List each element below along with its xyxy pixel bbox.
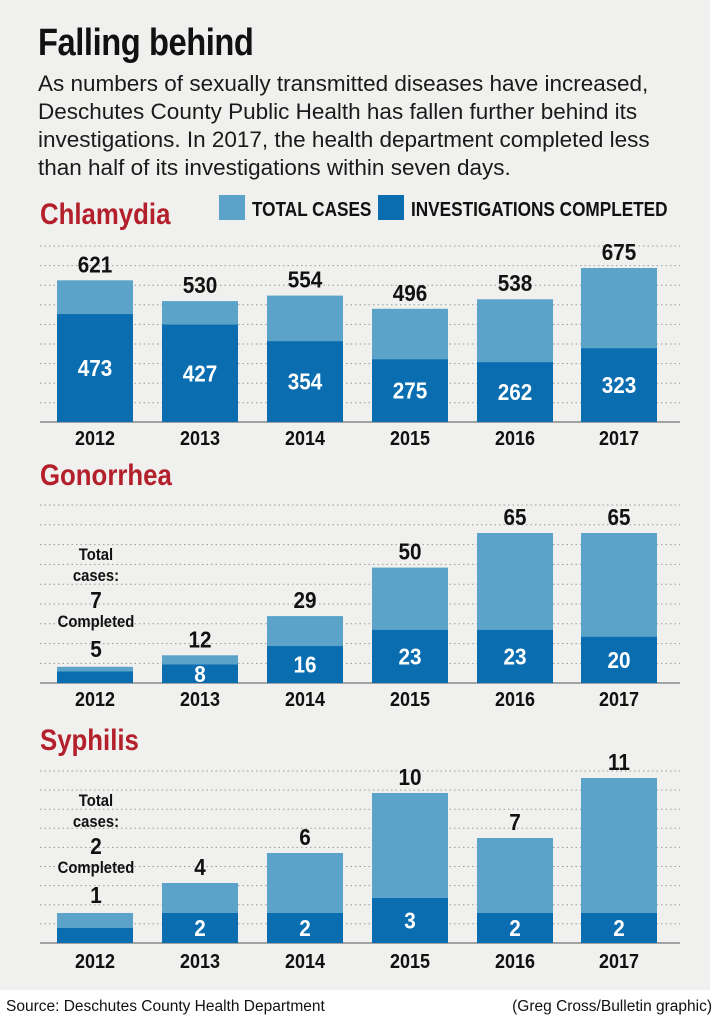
- graphic-credit: (Greg Cross/Bulletin graphic): [512, 998, 712, 1015]
- label-total-2016: 538: [498, 270, 533, 296]
- charts-canvas: Chlamydia6214732012530427201355435420144…: [40, 195, 680, 973]
- bar-completed-2012: [57, 314, 133, 422]
- bar-completed-2017: [581, 913, 657, 943]
- bar-completed-2016: [477, 362, 553, 422]
- label-completed-2014: 354: [288, 369, 323, 395]
- label-completed-2017: 323: [602, 372, 637, 398]
- bar-completed-2017: [581, 636, 657, 683]
- year-label-2015: 2015: [390, 689, 430, 711]
- legend-label-completed: INVESTIGATIONS COMPLETED: [411, 198, 668, 221]
- label-completed-2014: 16: [293, 652, 316, 678]
- label-total-2015: 496: [393, 280, 428, 306]
- year-label-2017: 2017: [599, 689, 639, 711]
- bar-completed-2015: [372, 629, 448, 683]
- year-label-2014: 2014: [285, 951, 325, 973]
- label-total-2016: 65: [503, 504, 526, 530]
- bar-completed-2012: [57, 928, 133, 943]
- label-total-2017: 65: [607, 504, 630, 530]
- year-label-2017: 2017: [599, 428, 639, 450]
- bar-completed-2013: [162, 324, 238, 422]
- label-completed-2013: 427: [183, 360, 218, 386]
- annotation-total-line2: cases:: [73, 813, 119, 831]
- bar-completed-2017: [581, 348, 657, 422]
- legend-swatch-total: [219, 195, 245, 220]
- year-label-2014: 2014: [285, 689, 325, 711]
- label-total-2012: 621: [78, 251, 113, 277]
- label-completed-2017: 2: [613, 915, 625, 941]
- bar-completed-2013: [162, 913, 238, 943]
- label-completed-2017: 20: [607, 647, 630, 673]
- bar-completed-2015: [372, 898, 448, 943]
- annotation-total-line1: Total: [79, 546, 113, 564]
- label-completed-2012: 1: [90, 882, 102, 908]
- label-completed-2015: 275: [393, 378, 428, 404]
- label-completed-2016: 23: [503, 643, 526, 669]
- label-total-2014: 554: [288, 267, 323, 293]
- annotation-completed: Completed: [58, 859, 135, 877]
- label-completed-2016: 262: [498, 379, 533, 405]
- year-label-2015: 2015: [390, 428, 430, 450]
- page-title: Falling behind: [38, 22, 254, 64]
- annotation-completed: Completed: [58, 613, 135, 631]
- legend-swatch-completed: [378, 195, 404, 220]
- chart-title-chlamydia: Chlamydia: [40, 197, 171, 230]
- year-label-2016: 2016: [495, 951, 535, 973]
- annotation-total-line2: cases:: [73, 567, 119, 585]
- label-completed-2013: 8: [194, 661, 206, 687]
- label-completed-2015: 23: [398, 643, 421, 669]
- bar-completed-2012: [57, 671, 133, 683]
- label-total-2017: 675: [602, 239, 637, 265]
- bar-completed-2013: [162, 664, 238, 683]
- bar-completed-2014: [267, 341, 343, 422]
- label-total-2012: 7: [90, 587, 102, 613]
- year-label-2017: 2017: [599, 951, 639, 973]
- label-completed-2012: 473: [78, 355, 113, 381]
- label-total-2014: 29: [293, 587, 316, 613]
- year-label-2013: 2013: [180, 428, 220, 450]
- year-label-2016: 2016: [495, 689, 535, 711]
- label-completed-2014: 2: [299, 915, 311, 941]
- year-label-2015: 2015: [390, 951, 430, 973]
- label-total-2013: 12: [188, 626, 211, 652]
- legend-label-total: TOTAL CASES: [252, 198, 371, 221]
- bar-completed-2014: [267, 913, 343, 943]
- label-total-2013: 4: [194, 854, 206, 880]
- year-label-2013: 2013: [180, 689, 220, 711]
- label-completed-2015: 3: [404, 907, 416, 933]
- bar-completed-2015: [372, 359, 448, 422]
- label-completed-2012: 5: [90, 636, 102, 662]
- label-total-2017: 11: [608, 749, 630, 775]
- bar-completed-2016: [477, 913, 553, 943]
- label-total-2015: 50: [398, 539, 421, 565]
- label-total-2013: 530: [183, 272, 218, 298]
- year-label-2013: 2013: [180, 951, 220, 973]
- year-label-2012: 2012: [75, 428, 115, 450]
- label-total-2015: 10: [398, 764, 421, 790]
- year-label-2012: 2012: [75, 689, 115, 711]
- label-completed-2013: 2: [194, 915, 206, 941]
- bar-completed-2016: [477, 629, 553, 683]
- label-total-2016: 7: [509, 809, 521, 835]
- source-note: Source: Deschutes County Health Departme…: [6, 998, 325, 1015]
- bar-completed-2014: [267, 646, 343, 683]
- year-label-2012: 2012: [75, 951, 115, 973]
- annotation-total-line1: Total: [79, 792, 113, 810]
- label-completed-2016: 2: [509, 915, 521, 941]
- year-label-2016: 2016: [495, 428, 535, 450]
- infographic-card: Falling behind As numbers of sexually tr…: [0, 0, 710, 990]
- year-label-2014: 2014: [285, 428, 325, 450]
- page-subtitle: As numbers of sexually transmitted disea…: [38, 71, 650, 180]
- label-total-2014: 6: [299, 824, 311, 850]
- label-total-2012: 2: [90, 833, 102, 859]
- chart-title-syphilis: Syphilis: [40, 723, 139, 756]
- chart-title-gonorrhea: Gonorrhea: [40, 458, 172, 491]
